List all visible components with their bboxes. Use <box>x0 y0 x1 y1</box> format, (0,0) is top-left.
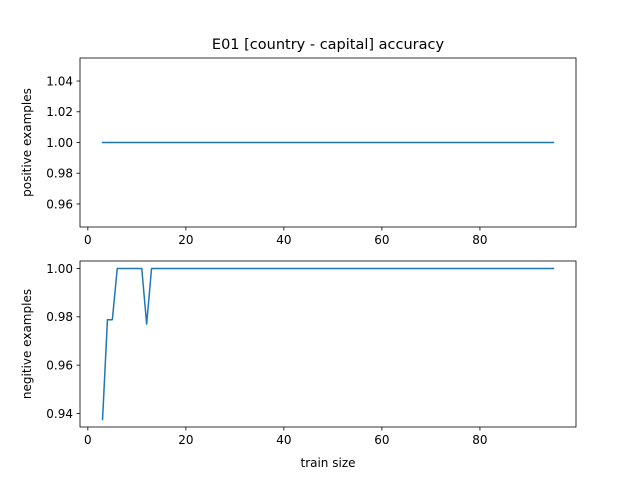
series-line <box>101 267 555 421</box>
x-tick-label: 0 <box>84 233 92 247</box>
x-tick-label: 80 <box>472 233 487 247</box>
y-axis-label: negitive examples <box>20 289 34 399</box>
y-tick-label: 0.98 <box>46 167 73 181</box>
chart-title: E01 [country - capital] accuracy <box>212 37 445 53</box>
y-tick-label: 0.98 <box>46 310 73 324</box>
x-tick-label: 40 <box>276 433 291 447</box>
y-tick-label: 1.00 <box>46 136 73 150</box>
y-tick-label: 1.00 <box>46 262 73 276</box>
x-tick-label: 80 <box>472 433 487 447</box>
x-tick-label: 40 <box>276 233 291 247</box>
x-axis-label: train size <box>300 456 355 470</box>
y-axis-label: positive examples <box>20 88 34 197</box>
x-tick-label: 0 <box>84 433 92 447</box>
plot-frame <box>79 260 577 428</box>
x-tick-label: 20 <box>178 433 193 447</box>
x-tick-label: 20 <box>178 233 193 247</box>
bottom-subplot: 0 20 40 60 80 0.94 0.96 0.98 1.00 negitive exampl… <box>20 260 577 470</box>
y-tick-label: 0.96 <box>46 197 73 211</box>
top-subplot: 0 20 40 60 80 0.96 0.98 1.00 1.02 1.04 positive ex… <box>20 57 577 247</box>
x-tick-label: 60 <box>374 233 389 247</box>
x-tick-label: 60 <box>374 433 389 447</box>
y-tick-label: 0.94 <box>46 407 73 421</box>
y-tick-label: 1.04 <box>46 74 73 88</box>
y-tick-label: 1.02 <box>46 105 73 119</box>
y-tick-label: 0.96 <box>46 358 73 372</box>
